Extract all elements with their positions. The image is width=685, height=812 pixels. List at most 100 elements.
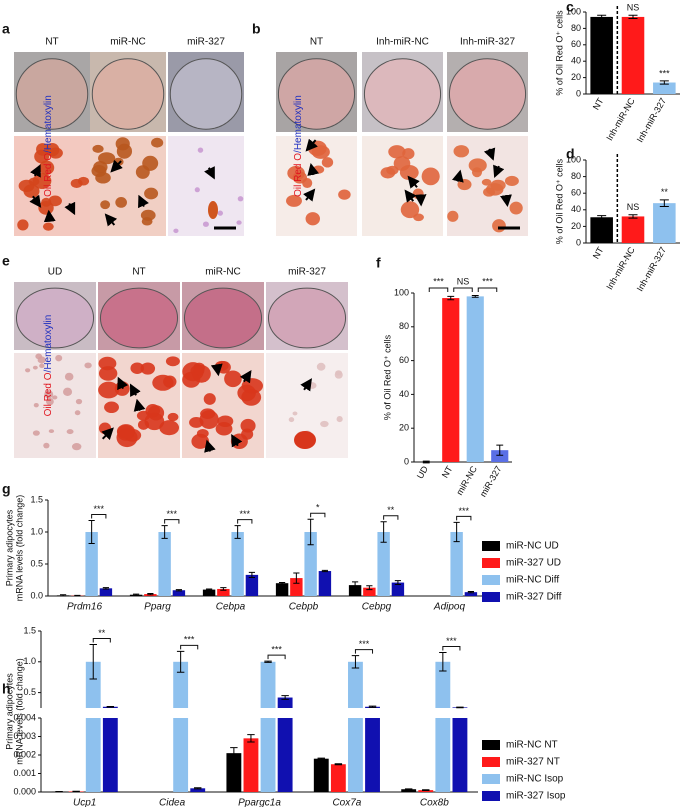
cell — [117, 425, 134, 441]
cell — [447, 211, 458, 222]
legend-label: miR-327 Isop — [506, 791, 566, 802]
dish — [92, 59, 163, 129]
y-tick-label: 0.0 — [30, 590, 43, 600]
cell — [204, 393, 216, 405]
bar — [278, 718, 293, 792]
dish — [364, 59, 440, 129]
error-bar — [107, 706, 114, 707]
significance: NS — [627, 202, 640, 212]
dish — [278, 59, 354, 129]
legend-swatch — [482, 575, 500, 585]
cell — [322, 157, 333, 167]
bar — [246, 575, 258, 596]
bracket — [454, 288, 473, 292]
y-tick-label: 100 — [566, 6, 581, 16]
x-tick-label: NT — [440, 464, 455, 480]
cell — [337, 416, 343, 422]
stain-hematoxylin: /Hematoxylin — [43, 315, 54, 373]
legend-swatch — [482, 558, 500, 568]
cell — [152, 375, 173, 391]
dish — [100, 288, 177, 348]
y-tick-label: 0 — [576, 237, 581, 247]
error-bar — [220, 588, 226, 591]
legend-label: miR-NC UD — [506, 541, 559, 552]
cell — [198, 147, 204, 152]
panel-label: e — [2, 253, 10, 269]
significance: * — [316, 503, 320, 513]
column-label: NT — [310, 37, 323, 48]
bracket — [268, 655, 285, 659]
x-tick-label: NT — [591, 245, 606, 261]
cell — [115, 197, 127, 208]
cell — [173, 229, 178, 233]
panel-label: f — [376, 255, 381, 271]
x-tick-label: Inh-miR-327 — [635, 96, 668, 144]
cell — [195, 187, 200, 192]
significance: *** — [94, 504, 105, 514]
x-tick-label: Ucp1 — [73, 798, 96, 807]
significance: ** — [661, 187, 669, 197]
y-tick-label: 0 — [576, 88, 581, 98]
cell — [130, 362, 144, 373]
panel-label: a — [2, 21, 10, 37]
cell — [294, 431, 316, 449]
cell — [144, 413, 164, 430]
cell-photo — [168, 136, 244, 236]
cell — [136, 165, 150, 179]
stain-oil-red: Oil Red O — [43, 372, 54, 416]
legend-label: miR-NC Isop — [506, 774, 564, 785]
legend-label: miR-327 NT — [506, 757, 560, 768]
y-axis-label: Primary adipocytes — [4, 673, 14, 750]
cell — [25, 368, 30, 372]
error-bar — [405, 789, 412, 790]
y-tick-label: 100 — [394, 287, 409, 297]
cell — [100, 200, 110, 209]
x-tick-label: Pparg — [144, 602, 171, 613]
y-tick-label: 60 — [571, 188, 581, 198]
x-tick-label: Inh-miR-NC — [604, 96, 637, 143]
legend-swatch — [482, 592, 500, 602]
bar — [319, 571, 331, 596]
bar — [590, 17, 613, 94]
cell — [320, 421, 329, 427]
y-tick-label: 100 — [566, 154, 581, 164]
cell — [402, 148, 414, 159]
bracket — [478, 288, 497, 292]
bracket — [429, 288, 448, 292]
stain-label: Oil Red O/Hematoxylin — [293, 95, 304, 197]
x-tick-label: Ppargc1a — [238, 798, 281, 807]
bracket — [355, 650, 372, 654]
y-tick-label: 60 — [571, 39, 581, 49]
cell — [75, 410, 81, 415]
bar-upper — [348, 662, 363, 708]
arrow — [421, 194, 422, 204]
cell — [144, 188, 158, 200]
stain-hematoxylin: /Hematoxylin — [43, 95, 54, 153]
column-label: Inh-miR-NC — [376, 37, 429, 48]
significance: *** — [459, 506, 470, 516]
x-tick-label: UD — [415, 464, 430, 481]
legend-label: miR-NC NT — [506, 740, 558, 751]
legend-swatch — [482, 791, 500, 801]
cell — [33, 366, 38, 370]
dish — [170, 59, 241, 129]
bracket — [92, 514, 106, 518]
dish — [16, 288, 93, 348]
cell — [216, 422, 233, 436]
error-bar — [597, 216, 606, 219]
bar — [622, 17, 645, 94]
bar — [622, 216, 645, 243]
legend-swatch — [482, 740, 500, 750]
x-tick-label: miR-NC — [454, 464, 479, 497]
y-tick-label: 0 — [404, 456, 409, 466]
cell — [71, 179, 83, 188]
cell — [505, 176, 519, 186]
cell — [317, 363, 326, 371]
bar-upper — [261, 662, 276, 708]
significance: NS — [627, 3, 640, 13]
cell — [41, 198, 51, 207]
cell — [92, 145, 103, 153]
arrow — [506, 195, 507, 205]
bar — [590, 217, 613, 243]
error-bar — [147, 593, 153, 594]
